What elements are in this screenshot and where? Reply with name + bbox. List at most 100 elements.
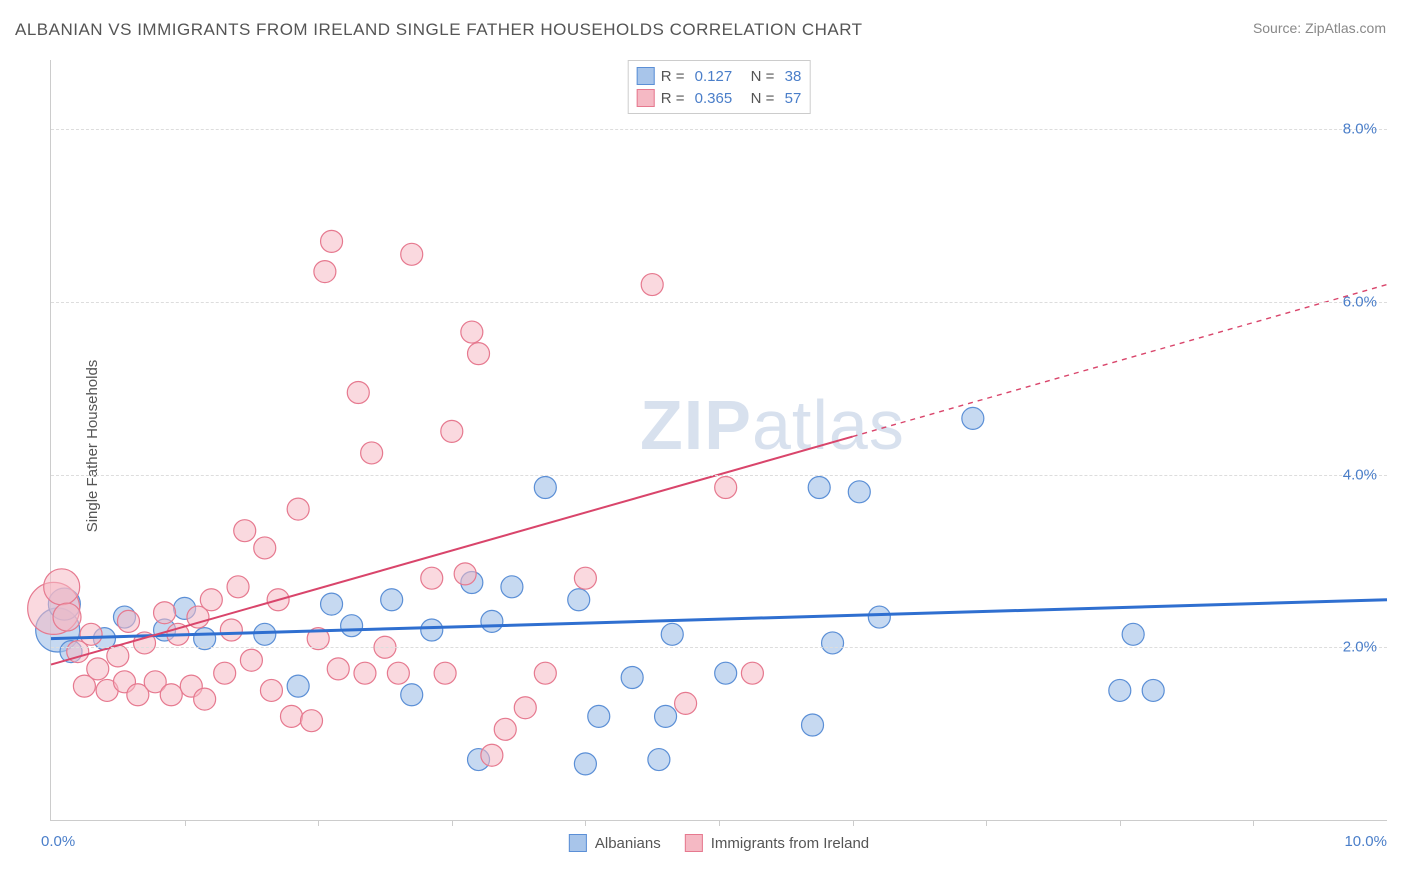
data-point bbox=[287, 675, 309, 697]
correlation-legend: R = 0.127 N = 38R = 0.365 N = 57 bbox=[628, 60, 811, 114]
y-tick-label: 4.0% bbox=[1343, 466, 1377, 483]
y-tick-label: 6.0% bbox=[1343, 293, 1377, 310]
data-point bbox=[661, 623, 683, 645]
data-point bbox=[301, 710, 323, 732]
data-point bbox=[962, 407, 984, 429]
source-attribution: Source: ZipAtlas.com bbox=[1253, 20, 1386, 36]
chart-title: ALBANIAN VS IMMIGRANTS FROM IRELAND SING… bbox=[15, 20, 863, 40]
legend-row: R = 0.127 N = 38 bbox=[637, 65, 802, 87]
x-tick bbox=[986, 820, 987, 826]
data-point bbox=[347, 382, 369, 404]
x-tick bbox=[1253, 820, 1254, 826]
legend-swatch bbox=[569, 834, 587, 852]
data-point bbox=[514, 697, 536, 719]
data-point bbox=[381, 589, 403, 611]
plot-area: ZIPatlas R = 0.127 N = 38R = 0.365 N = 5… bbox=[50, 60, 1387, 821]
data-point bbox=[354, 662, 376, 684]
legend-n-value: 38 bbox=[785, 68, 802, 85]
data-point bbox=[715, 477, 737, 499]
data-point bbox=[1109, 679, 1131, 701]
data-point bbox=[574, 567, 596, 589]
data-point bbox=[254, 623, 276, 645]
data-point bbox=[80, 623, 102, 645]
data-point bbox=[280, 705, 302, 727]
x-tick bbox=[853, 820, 854, 826]
legend-n-label: N = bbox=[738, 90, 778, 107]
data-point bbox=[588, 705, 610, 727]
x-tick bbox=[185, 820, 186, 826]
data-point bbox=[214, 662, 236, 684]
data-point bbox=[621, 667, 643, 689]
legend-r-label: R = bbox=[661, 68, 689, 85]
data-point bbox=[481, 610, 503, 632]
data-point bbox=[387, 662, 409, 684]
data-point bbox=[534, 477, 556, 499]
data-point bbox=[434, 662, 456, 684]
y-tick-label: 2.0% bbox=[1343, 639, 1377, 656]
x-axis-max-label: 10.0% bbox=[1344, 833, 1387, 850]
trend-line-extrapolated bbox=[853, 285, 1387, 437]
data-point bbox=[254, 537, 276, 559]
x-tick bbox=[719, 820, 720, 826]
data-point bbox=[117, 610, 139, 632]
data-point bbox=[401, 684, 423, 706]
data-point bbox=[468, 343, 490, 365]
data-point bbox=[234, 520, 256, 542]
data-point bbox=[868, 606, 890, 628]
gridline bbox=[51, 647, 1387, 648]
data-point bbox=[441, 420, 463, 442]
data-point bbox=[421, 619, 443, 641]
legend-swatch bbox=[685, 834, 703, 852]
data-point bbox=[327, 658, 349, 680]
data-point bbox=[361, 442, 383, 464]
data-point bbox=[741, 662, 763, 684]
data-point bbox=[194, 688, 216, 710]
x-tick bbox=[585, 820, 586, 826]
x-tick bbox=[452, 820, 453, 826]
data-point bbox=[341, 615, 363, 637]
gridline bbox=[51, 302, 1387, 303]
y-tick-label: 8.0% bbox=[1343, 121, 1377, 138]
legend-n-label: N = bbox=[738, 68, 778, 85]
legend-r-label: R = bbox=[661, 90, 689, 107]
data-point bbox=[240, 649, 262, 671]
legend-item: Immigrants from Ireland bbox=[685, 834, 869, 852]
data-point bbox=[848, 481, 870, 503]
data-point bbox=[648, 749, 670, 771]
data-point bbox=[655, 705, 677, 727]
data-point bbox=[454, 563, 476, 585]
legend-label: Immigrants from Ireland bbox=[711, 835, 869, 852]
data-point bbox=[200, 589, 222, 611]
legend-swatch bbox=[637, 67, 655, 85]
data-point bbox=[154, 602, 176, 624]
legend-swatch bbox=[637, 89, 655, 107]
x-tick bbox=[318, 820, 319, 826]
data-point bbox=[321, 230, 343, 252]
legend-label: Albanians bbox=[595, 835, 661, 852]
legend-row: R = 0.365 N = 57 bbox=[637, 87, 802, 109]
trend-line bbox=[51, 437, 853, 665]
data-point bbox=[494, 718, 516, 740]
trend-line bbox=[51, 600, 1387, 639]
data-point bbox=[534, 662, 556, 684]
data-point bbox=[220, 619, 242, 641]
data-point bbox=[53, 603, 81, 631]
legend-r-value: 0.127 bbox=[695, 68, 733, 85]
data-point bbox=[501, 576, 523, 598]
x-tick bbox=[1120, 820, 1121, 826]
data-point bbox=[287, 498, 309, 520]
data-point bbox=[401, 243, 423, 265]
data-point bbox=[574, 753, 596, 775]
data-point bbox=[1122, 623, 1144, 645]
data-point bbox=[481, 744, 503, 766]
data-point bbox=[822, 632, 844, 654]
x-axis-min-label: 0.0% bbox=[41, 833, 75, 850]
legend-n-value: 57 bbox=[785, 90, 802, 107]
legend-item: Albanians bbox=[569, 834, 661, 852]
data-point bbox=[461, 321, 483, 343]
data-point bbox=[641, 274, 663, 296]
data-point bbox=[421, 567, 443, 589]
data-point bbox=[808, 477, 830, 499]
data-point bbox=[1142, 679, 1164, 701]
data-point bbox=[260, 679, 282, 701]
